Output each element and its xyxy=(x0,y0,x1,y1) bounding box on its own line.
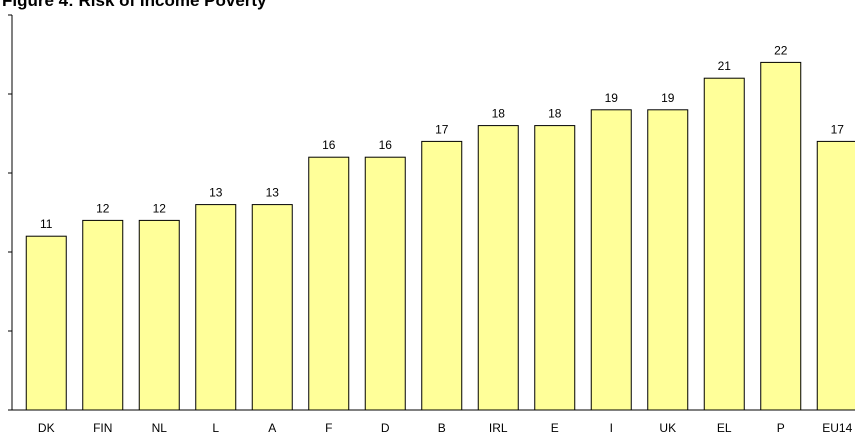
value-label: 11 xyxy=(40,217,53,231)
x-tick-label: EU14 xyxy=(822,421,852,435)
bar xyxy=(138,219,180,411)
value-label: 22 xyxy=(774,43,788,57)
bar xyxy=(760,61,802,411)
bar xyxy=(703,77,745,411)
x-tick-label: I xyxy=(610,421,613,435)
value-label: 19 xyxy=(661,91,675,105)
x-tick-label: EL xyxy=(717,421,732,435)
bar xyxy=(195,204,237,411)
x-tick-label: B xyxy=(438,421,446,435)
x-tick-label: D xyxy=(381,421,390,435)
bar xyxy=(82,219,124,411)
x-tick-label: IRL xyxy=(489,421,508,435)
x-tick-label: P xyxy=(777,421,785,435)
value-label: 16 xyxy=(322,138,336,152)
value-label: 17 xyxy=(435,122,449,136)
value-label: 13 xyxy=(209,186,223,200)
chart-title: Figure 4: Risk of Income Poverty xyxy=(2,0,267,10)
x-tick-label: A xyxy=(268,421,276,435)
bar xyxy=(25,235,67,411)
x-tick-label: L xyxy=(212,421,219,435)
x-tick-label: F xyxy=(325,421,332,435)
value-label: 21 xyxy=(718,59,732,73)
value-label: 13 xyxy=(266,186,280,200)
value-label: 12 xyxy=(153,201,167,215)
x-tick-label: UK xyxy=(659,421,676,435)
x-tick-label: DK xyxy=(38,421,55,435)
x-tick-label: FIN xyxy=(93,421,112,435)
x-tick-label: NL xyxy=(152,421,168,435)
bar xyxy=(421,140,463,411)
value-label: 19 xyxy=(605,91,619,105)
bar xyxy=(816,140,855,411)
bar xyxy=(251,204,293,411)
bar xyxy=(308,156,350,411)
bar xyxy=(534,125,576,411)
value-label: 17 xyxy=(831,122,845,136)
bar xyxy=(590,109,632,411)
bar xyxy=(477,125,519,411)
value-label: 18 xyxy=(548,107,562,121)
value-label: 16 xyxy=(379,138,393,152)
value-label: 18 xyxy=(492,107,506,121)
x-tick-label: E xyxy=(551,421,559,435)
bar xyxy=(647,109,689,411)
bar xyxy=(364,156,406,411)
value-label: 12 xyxy=(96,201,110,215)
